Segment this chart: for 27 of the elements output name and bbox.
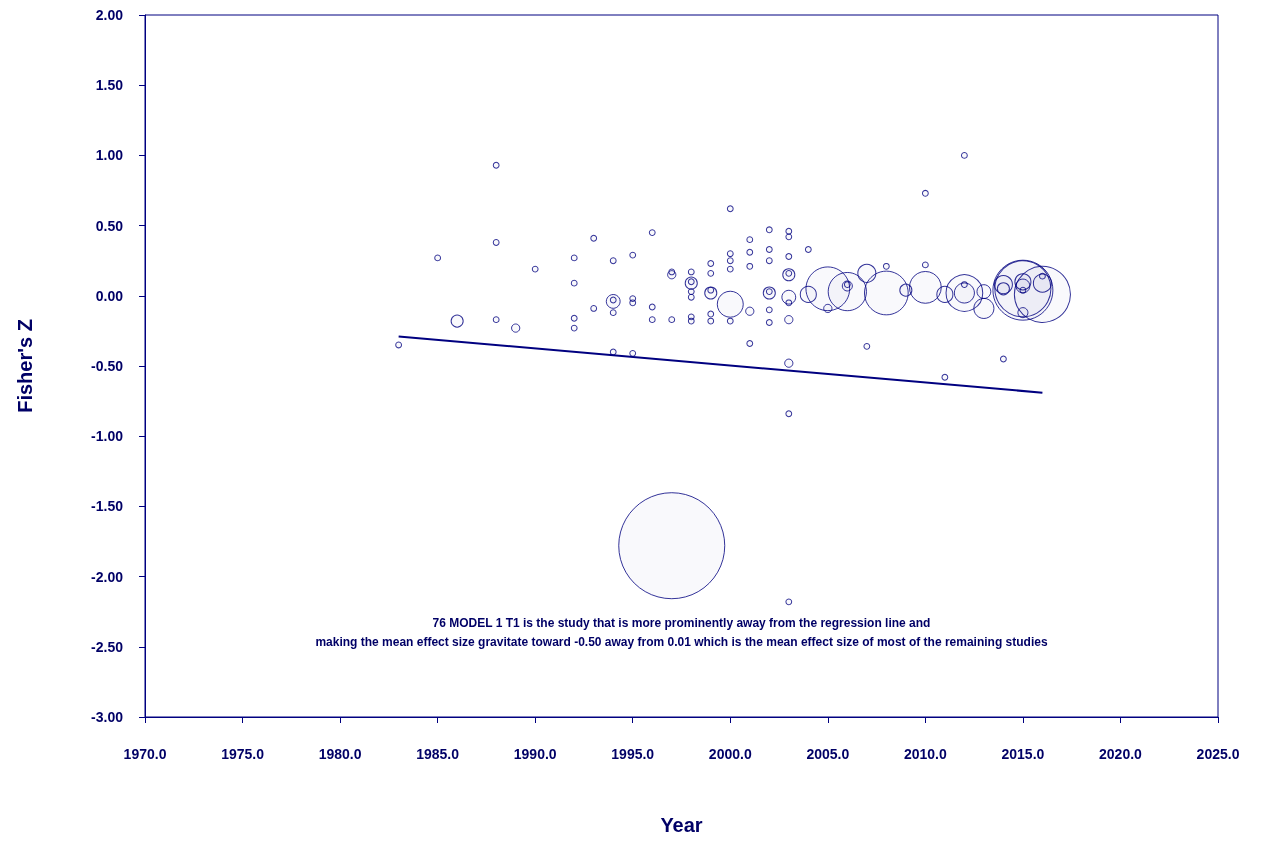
y-tick-label: -1.50	[91, 498, 124, 515]
x-axis-title: Year	[660, 814, 703, 836]
x-tick-label: 2000.0	[708, 746, 752, 762]
x-tick-label: 1990.0	[513, 746, 557, 762]
x-tick-label: 2015.0	[1001, 746, 1045, 762]
x-tick-label: 1980.0	[318, 746, 362, 762]
x-tick-label: 1970.0	[123, 746, 167, 762]
y-tick-label: 0.50	[95, 217, 124, 234]
annotation: making the mean effect size gravitate toward -0.50 away from 0.01 which is the mean effect size of most of the remaining studies	[315, 635, 1048, 649]
y-tick-label: 0.00	[95, 287, 124, 304]
y-tick-label: -1.00	[91, 428, 124, 445]
y-tick-label: -3.00	[91, 709, 124, 725]
x-tick-label: 2025.0	[1196, 746, 1240, 762]
x-tick-label: 2005.0	[806, 746, 850, 762]
annotation: 76 MODEL 1 T1 is the study that is more prominently away from the regression line and	[432, 616, 931, 630]
y-tick-label: 1.00	[95, 147, 124, 164]
x-tick-label: 2020.0	[1099, 746, 1143, 762]
y-tick-label: -2.00	[91, 568, 124, 585]
x-tick-label: 1985.0	[416, 746, 460, 762]
y-tick-label: 2.00	[95, 7, 124, 23]
x-tick-label: 1995.0	[611, 746, 655, 762]
y-tick-label: -0.50	[91, 358, 124, 374]
y-axis-title: Fisher's Z	[14, 319, 36, 413]
y-tick-label: -2.50	[91, 638, 124, 655]
x-tick-label: 2010.0	[903, 746, 947, 762]
y-tick-label: 1.50	[95, 77, 124, 94]
x-tick-label: 1975.0	[221, 746, 265, 762]
